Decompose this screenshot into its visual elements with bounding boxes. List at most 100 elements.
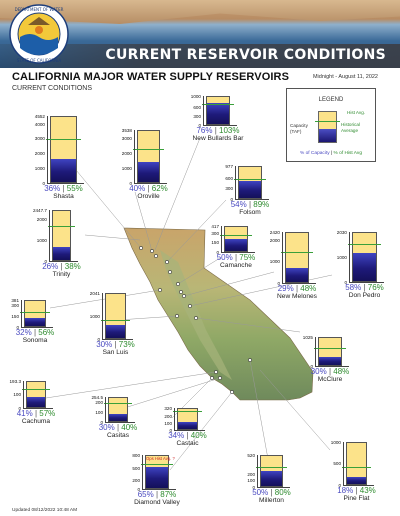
- tick-label-shasta: 3000: [34, 136, 45, 142]
- reservoir-name-oroville: Oroville: [137, 193, 160, 200]
- storage-fill-new-bullards-bar: [207, 103, 229, 124]
- tick-label-diamond-valley: 0: [137, 486, 140, 492]
- legend-title: LEGEND: [318, 97, 344, 103]
- hist-avg-line-cachuma: [22, 388, 50, 390]
- tick-label-oroville: 3538: [121, 127, 132, 133]
- y-axis-pine-flat: [343, 442, 344, 485]
- storage-fill-trinity: [53, 247, 70, 260]
- updated-timestamp: Updated 08/12/2022 10:48 AM: [12, 508, 78, 513]
- reservoir-name-castaic: Castaic: [176, 440, 199, 447]
- tick-label-castaic: 320: [164, 405, 172, 411]
- tick-label-sonoma: 0: [16, 324, 19, 330]
- reservoir-name-diamond-valley: Diamond Valley: [134, 499, 180, 506]
- storage-fill-camanche: [225, 239, 247, 251]
- pct-capacity-san-luis: 30%: [96, 340, 113, 349]
- percent-label-mcclure: 30% | 48%: [290, 367, 370, 376]
- pct-separator-diamond-valley: |: [153, 490, 161, 499]
- percent-label-castaic: 34% | 40%: [148, 431, 228, 440]
- tick-label-sonoma: 300: [11, 303, 19, 309]
- capacity-bar-casitas: [108, 397, 128, 422]
- tick-label-folsom: 600: [225, 176, 233, 182]
- pct-capacity-pine-flat: 18%: [337, 486, 354, 495]
- pct-hist-new-bullards-bar: 103%: [219, 126, 240, 135]
- pct-hist-trinity: 38%: [64, 262, 81, 271]
- x-axis-san-luis: [102, 339, 133, 340]
- pct-capacity-new-melones: 29%: [277, 284, 294, 293]
- pct-separator-sonoma: |: [31, 328, 39, 337]
- x-axis-oroville: [134, 183, 167, 184]
- pct-hist-casitas: 40%: [121, 423, 138, 432]
- pct-hist-san-luis: 73%: [118, 340, 135, 349]
- pct-capacity-millerton: 50%: [252, 488, 269, 497]
- storage-fill-sonoma: [25, 318, 45, 326]
- percent-label-new-melones: 29% | 48%: [257, 284, 337, 293]
- capacity-bar-camanche: [224, 226, 248, 252]
- legend-pct-hist: % of Hist Avg: [333, 151, 362, 156]
- tick-label-sonoma: 150: [11, 313, 19, 319]
- legend-sample-hist-line: [315, 121, 340, 122]
- x-axis-camanche: [221, 252, 255, 253]
- pct-hist-mcclure: 48%: [333, 367, 350, 376]
- dwr-seal-logo: DEPARTMENT OF WATER STATE OF CALIFORNIA: [9, 4, 69, 64]
- storage-fill-shasta: [51, 158, 76, 182]
- storage-fill-oroville: [138, 161, 159, 182]
- tick-label-castaic: 200: [164, 413, 172, 419]
- tick-label-folsom: 0: [230, 196, 233, 202]
- reservoir-name-pine-flat: Pine Flat: [343, 495, 370, 502]
- tick-label-diamond-valley: 500: [132, 465, 140, 471]
- tick-label-don-pedro: 0: [344, 279, 347, 285]
- capacity-bar-mcclure: [318, 337, 342, 366]
- percent-label-pine-flat: 18% | 43%: [317, 486, 397, 495]
- x-axis-diamond-valley: [142, 489, 176, 490]
- tick-label-mcclure: 0: [310, 363, 313, 369]
- x-axis-sonoma: [21, 327, 53, 328]
- legend-sample-bar: [315, 111, 340, 143]
- tick-label-trinity: 0: [44, 258, 47, 264]
- percent-label-casitas: 30% | 40%: [78, 423, 158, 432]
- tick-label-casitas: 200: [95, 399, 103, 405]
- pct-capacity-don-pedro: 58%: [345, 283, 362, 292]
- tick-label-new-bullards-bar: 1000: [190, 93, 201, 99]
- pct-separator-pine-flat: |: [353, 486, 360, 495]
- capacity-bar-oroville: [137, 130, 160, 183]
- pct-hist-castaic: 40%: [190, 431, 207, 440]
- y-axis-trinity: [49, 210, 50, 261]
- tick-label-mcclure: 1025: [302, 334, 313, 340]
- pct-capacity-trinity: 26%: [42, 262, 59, 271]
- tick-label-new-melones: 2000: [269, 238, 280, 244]
- tick-label-shasta: 0: [42, 180, 45, 186]
- percent-label-shasta: 36% | 55%: [24, 184, 104, 193]
- pct-separator-castaic: |: [184, 431, 191, 440]
- capacity-bar-new-bullards-bar: [206, 96, 230, 125]
- legend-hist-avg-label: Hist Avg.: [347, 110, 366, 115]
- capacity-bar-don-pedro: [352, 232, 377, 282]
- tick-label-new-bullards-bar: 0: [198, 122, 201, 128]
- storage-fill-don-pedro: [353, 253, 376, 281]
- storage-fill-san-luis: [106, 324, 125, 338]
- tick-label-pine-flat: 0: [338, 482, 341, 488]
- pct-hist-camanche: 75%: [239, 253, 256, 262]
- tick-label-oroville: 3000: [121, 135, 132, 141]
- x-axis-millerton: [257, 487, 290, 488]
- pct-hist-new-melones: 48%: [300, 284, 317, 293]
- hist-avg-line-camanche: [220, 234, 252, 236]
- pct-separator-new-melones: |: [293, 284, 301, 293]
- hist-avg-line-oroville: [133, 148, 164, 150]
- pct-separator-camanche: |: [232, 253, 240, 262]
- pct-capacity-camanche: 50%: [216, 253, 233, 262]
- x-axis-trinity: [49, 261, 78, 262]
- tick-label-pine-flat: 500: [333, 461, 341, 466]
- pct-capacity-diamond-valley: 65%: [137, 490, 154, 499]
- reservoir-name-cachuma: Cachuma: [21, 418, 51, 425]
- reservoir-name-mcclure: McClure: [317, 376, 343, 383]
- tick-label-folsom: 300: [225, 186, 233, 192]
- pct-capacity-folsom: 54%: [230, 200, 247, 209]
- y-axis-mcclure: [315, 337, 316, 366]
- percent-label-san-luis: 30% | 73%: [76, 340, 156, 349]
- pct-capacity-castaic: 34%: [168, 431, 185, 440]
- hist-avg-line-casitas: [104, 403, 132, 405]
- pct-capacity-shasta: 36%: [44, 184, 61, 193]
- capacity-bar-castaic: [177, 408, 198, 430]
- tick-label-castaic: 0: [169, 427, 172, 433]
- tick-label-trinity: 2447.7: [32, 207, 47, 213]
